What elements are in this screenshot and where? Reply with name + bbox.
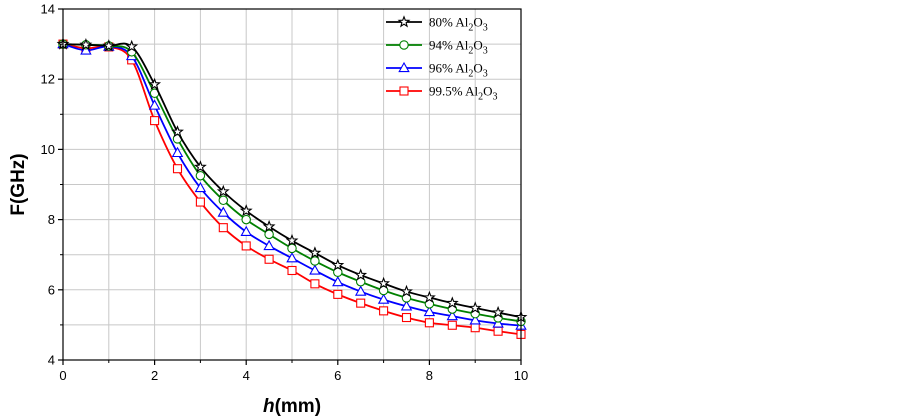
- legend: 80% Al2O3 94% Al2O3 96% Al2O3 99.5% Al2O3: [386, 15, 498, 103]
- x-tick-label: 2: [151, 368, 158, 383]
- data-point: [102, 39, 116, 52]
- data-point: [493, 326, 503, 336]
- data-point: [354, 268, 368, 281]
- data-point: [80, 44, 92, 55]
- data-point: [240, 225, 252, 237]
- data-point: [171, 125, 184, 138]
- data-point: [331, 258, 345, 271]
- data-point: [264, 229, 274, 240]
- data-point: [400, 300, 413, 311]
- data-point: [286, 252, 298, 263]
- y-tick-label: 14: [41, 2, 55, 17]
- legend-entry: 80% Al2O3: [386, 15, 488, 34]
- data-point: [125, 39, 139, 53]
- y-tick-label: 6: [48, 282, 55, 297]
- x-tick-label: 4: [243, 368, 250, 383]
- data-point: [218, 195, 229, 206]
- data-point: [492, 317, 504, 328]
- legend-marker: [399, 86, 409, 96]
- data-point: [332, 275, 344, 287]
- legend-label: 99.5% Al2O3: [429, 84, 498, 103]
- x-tick-label: 6: [334, 368, 341, 383]
- y-axis-title: F(GHz): [8, 153, 29, 215]
- data-point: [148, 77, 162, 90]
- data-point: [239, 204, 253, 217]
- data-point: [422, 290, 436, 303]
- legend-marker: [398, 61, 410, 73]
- data-point: [195, 170, 206, 181]
- data-point: [285, 233, 299, 247]
- data-point: [469, 314, 481, 325]
- data-point: [264, 254, 274, 264]
- data-point: [401, 312, 412, 323]
- data-point: [377, 293, 390, 304]
- legend-entry: 99.5% Al2O3: [386, 84, 498, 103]
- y-tick-label: 10: [41, 142, 55, 157]
- data-point: [377, 276, 391, 289]
- x-tick-label: 0: [59, 368, 66, 383]
- data-point: [354, 285, 367, 296]
- data-point: [193, 160, 207, 173]
- data-point: [241, 214, 251, 225]
- data-point: [148, 99, 161, 110]
- x-axis-title: h(mm): [263, 396, 321, 417]
- data-point: [333, 289, 343, 299]
- x-axis-title-var: h: [263, 396, 275, 417]
- legend-label: 80% Al2O3: [429, 15, 488, 34]
- data-point: [310, 279, 320, 289]
- series-star: [56, 37, 528, 323]
- data-point: [470, 323, 480, 333]
- axis-ticks: 0 2 4 6 8 10 4 6 8 10 12 14: [41, 2, 529, 384]
- data-point: [400, 284, 413, 298]
- x-axis-title-unit: (mm): [275, 396, 321, 417]
- data-point: [287, 243, 297, 254]
- y-tick-label: 4: [48, 353, 55, 368]
- data-point: [309, 264, 321, 275]
- data-point: [217, 206, 230, 217]
- data-point: [216, 184, 230, 197]
- data-point: [356, 298, 366, 308]
- y-tick-label: 8: [48, 212, 55, 227]
- x-tick-label: 8: [426, 368, 433, 383]
- data-point: [308, 246, 322, 259]
- legend-marker: [397, 15, 411, 28]
- data-point: [79, 38, 93, 51]
- data-point: [468, 301, 482, 314]
- y-tick-label: 12: [41, 72, 55, 87]
- data-point: [447, 320, 457, 330]
- legend-entry: 96% Al2O3: [386, 61, 488, 80]
- data-point: [194, 181, 207, 193]
- data-point: [379, 306, 389, 316]
- data-point: [263, 239, 275, 251]
- legend-entry: 94% Al2O3: [386, 38, 488, 57]
- data-point: [423, 305, 436, 317]
- x-tick-label: 10: [514, 368, 528, 383]
- data-point: [424, 318, 434, 328]
- data-point: [195, 197, 205, 207]
- data-point: [491, 305, 505, 319]
- grid: [63, 9, 521, 360]
- data-point: [241, 241, 251, 251]
- data-point: [218, 223, 228, 233]
- data-point: [310, 256, 320, 266]
- data-point: [171, 146, 184, 158]
- data-point: [287, 265, 297, 276]
- data-point: [446, 309, 459, 321]
- data-point: [150, 116, 160, 126]
- data-point: [262, 219, 276, 233]
- series-layer: [56, 37, 528, 339]
- legend-label: 96% Al2O3: [429, 61, 488, 80]
- data-point: [445, 296, 459, 309]
- data-point: [172, 164, 183, 174]
- legend-marker: [399, 40, 409, 50]
- legend-label: 94% Al2O3: [429, 38, 488, 57]
